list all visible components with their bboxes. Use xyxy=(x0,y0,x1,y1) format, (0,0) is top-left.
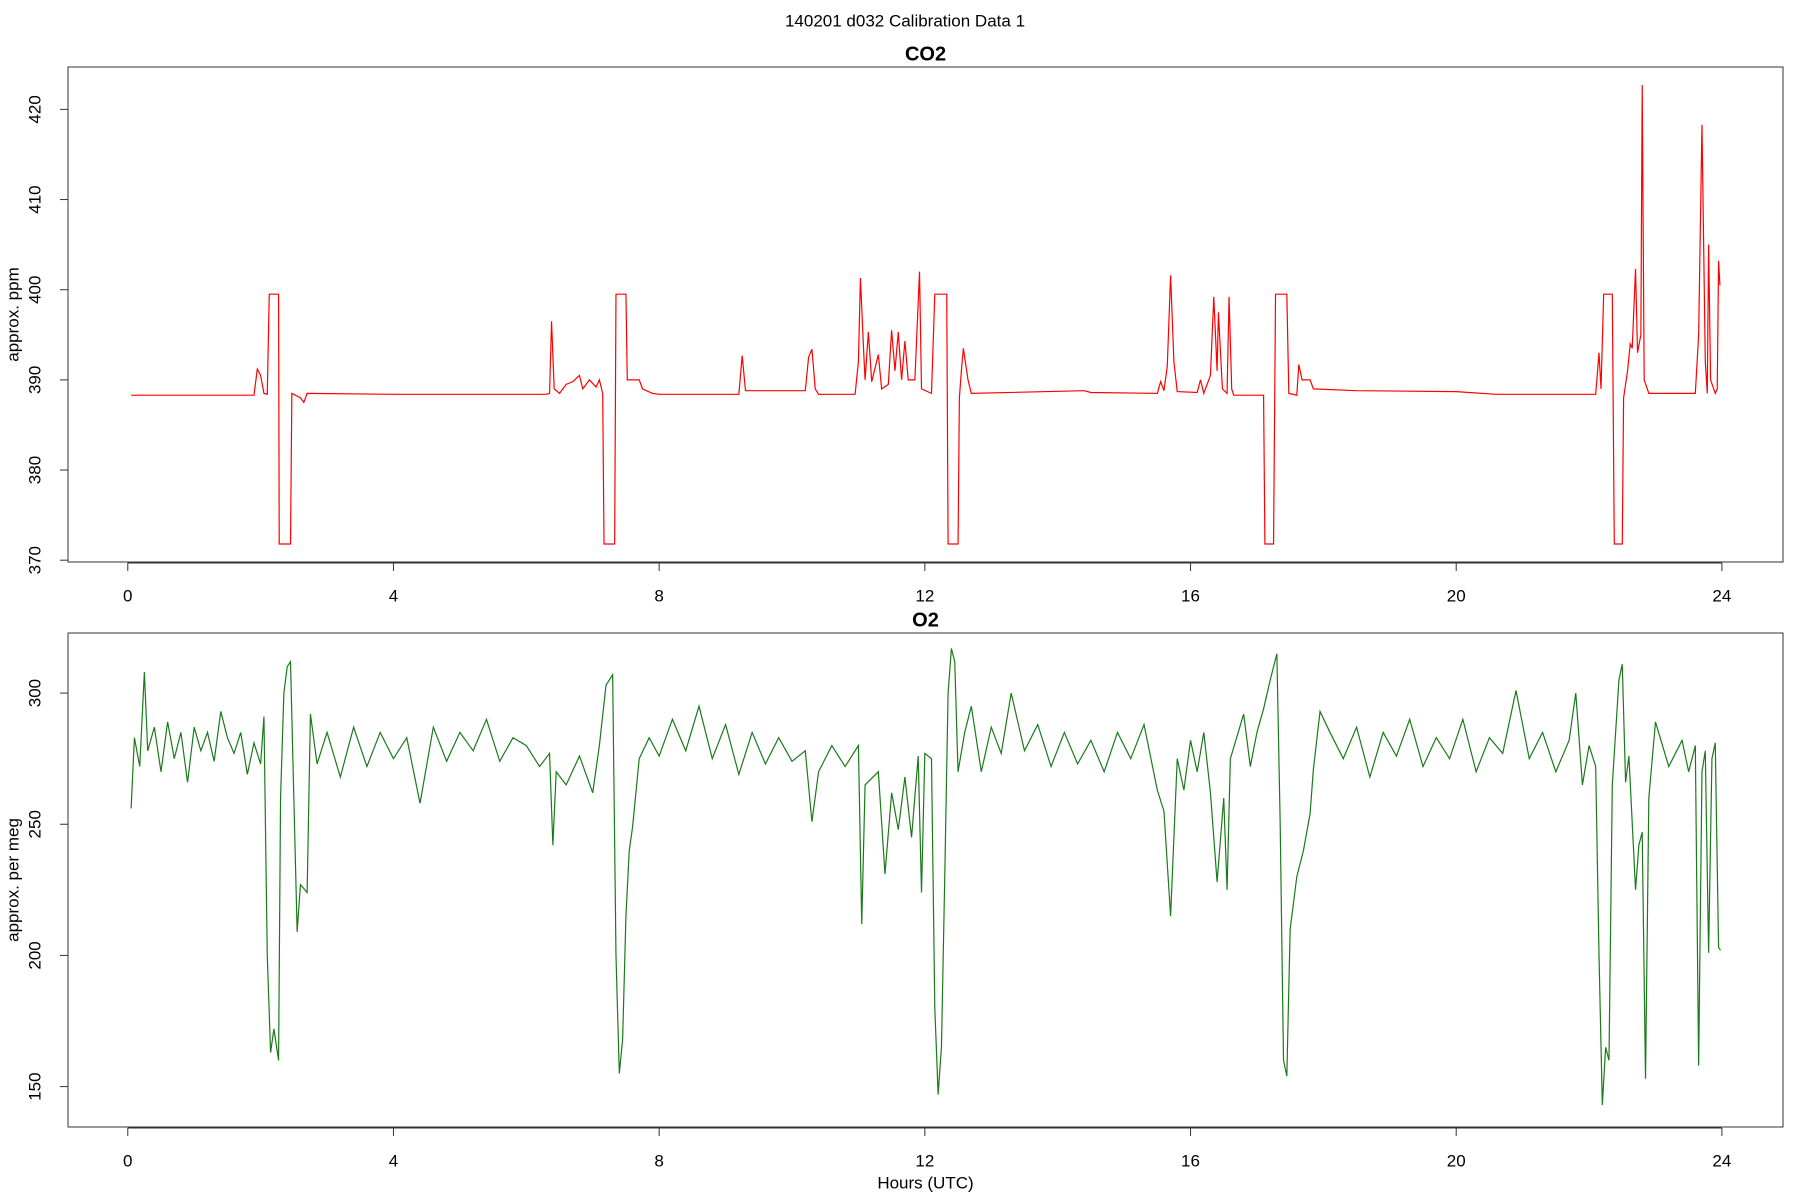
data-line xyxy=(131,85,1721,545)
y-tick-label: 390 xyxy=(25,366,44,394)
y-tick-label: 410 xyxy=(25,185,44,213)
x-tick-label: 20 xyxy=(1447,586,1466,605)
x-tick-label: 0 xyxy=(123,1151,132,1170)
y-axis-label: approx. ppm xyxy=(3,267,22,362)
y-tick-label: 370 xyxy=(25,546,44,574)
x-tick-label: 12 xyxy=(915,586,934,605)
x-tick-label: 0 xyxy=(123,586,132,605)
x-tick-label: 8 xyxy=(654,586,663,605)
y-tick-label: 250 xyxy=(25,810,44,838)
data-line xyxy=(130,648,1722,1105)
y-tick-label: 420 xyxy=(25,95,44,123)
y-tick-label: 150 xyxy=(25,1072,44,1100)
chart-title: CO2 xyxy=(905,43,946,65)
y-axis-label: approx. per meg xyxy=(3,818,22,942)
x-tick-label: 16 xyxy=(1181,586,1200,605)
y-tick-label: 400 xyxy=(25,276,44,304)
x-tick-label: 20 xyxy=(1447,1151,1466,1170)
y-tick-label: 380 xyxy=(25,456,44,484)
x-tick-label: 24 xyxy=(1712,1151,1731,1170)
x-tick-label: 12 xyxy=(915,1151,934,1170)
figure-title: 140201 d032 Calibration Data 1 xyxy=(785,11,1025,30)
x-tick-label: 24 xyxy=(1712,586,1731,605)
x-tick-label: 16 xyxy=(1181,1151,1200,1170)
y-tick-label: 200 xyxy=(25,941,44,969)
x-tick-label: 4 xyxy=(389,1151,398,1170)
x-tick-label: 4 xyxy=(389,586,398,605)
chart-title: O2 xyxy=(912,609,939,631)
x-axis-label: Hours (UTC) xyxy=(877,1173,973,1192)
x-tick-label: 8 xyxy=(654,1151,663,1170)
y-tick-label: 300 xyxy=(25,679,44,707)
